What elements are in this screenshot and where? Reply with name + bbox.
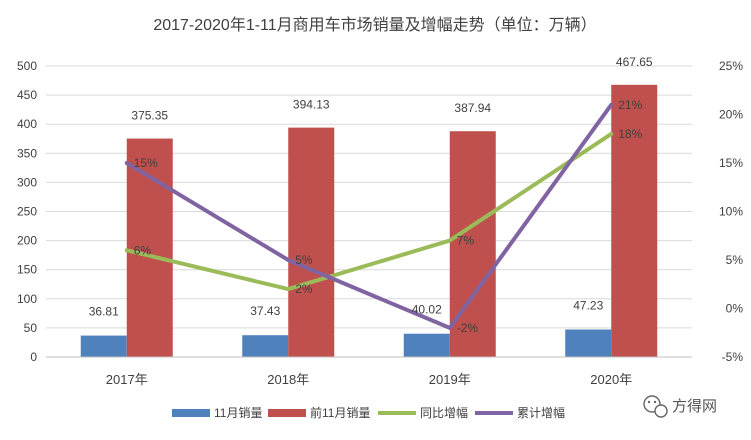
y-left-tick-label: 300 <box>17 175 37 189</box>
bar-data-label: 47.23 <box>573 299 603 313</box>
wechat-icon <box>643 395 668 418</box>
y-left-tick-label: 200 <box>17 234 37 248</box>
y-left-tick-label: 250 <box>17 205 37 219</box>
line-point <box>287 288 289 290</box>
line-point <box>287 259 289 261</box>
bar-data-label: 375.35 <box>131 109 168 123</box>
bar <box>403 333 450 357</box>
y-right-tick-label: 20% <box>719 108 743 122</box>
lines <box>124 102 614 330</box>
line-point <box>610 104 612 106</box>
line-point <box>610 133 612 135</box>
legend-swatch <box>172 409 210 417</box>
watermark: 方得网 <box>643 395 717 418</box>
bar <box>288 127 335 358</box>
y-left-tick-label: 400 <box>17 117 37 131</box>
legend-swatch <box>268 409 306 417</box>
line-data-label: 21% <box>618 98 642 112</box>
y-left-tick-label: 0 <box>30 350 37 364</box>
line-data-label: 7% <box>457 234 475 248</box>
bar-data-label: 40.02 <box>412 303 442 317</box>
line-point <box>126 162 128 164</box>
bar <box>565 329 612 357</box>
y-right-tick-label: 25% <box>719 59 743 73</box>
y-left-tick-label: 500 <box>17 59 37 73</box>
y-right-tick-label: 5% <box>726 253 744 267</box>
legend-entry: 同比增幅 <box>420 405 468 420</box>
series-line <box>124 102 614 330</box>
line-data-label: 18% <box>618 127 642 141</box>
line-data-label: -2% <box>457 321 479 335</box>
bar <box>80 335 127 357</box>
legend: 11月销量 前11月销量 同比增幅 累计增幅 <box>172 405 565 420</box>
watermark-text: 方得网 <box>672 398 717 415</box>
x-tick-label: 2018年 <box>267 372 309 387</box>
x-tick-label: 2020年 <box>590 372 632 387</box>
chart-title: 2017-2020年1-11月商用车市场销量及增幅走势（单位：万辆） <box>153 16 596 34</box>
bar-data-label: 467.65 <box>616 55 653 69</box>
legend-entry: 前11月销量 <box>310 405 370 420</box>
x-tick-label: 2017年 <box>106 372 148 387</box>
y-left-tick-label: 450 <box>17 88 37 102</box>
line-data-label: 5% <box>295 253 313 267</box>
bar-data-label: 36.81 <box>89 305 119 319</box>
bar-data-label: 387.94 <box>454 101 491 115</box>
line-point <box>449 240 451 242</box>
bar-data-label: 394.13 <box>293 98 330 112</box>
bar <box>242 335 289 357</box>
bar-data-label: 37.43 <box>250 304 280 318</box>
line-point <box>126 249 128 251</box>
axes: 0 50 100 150 200 250 300 350 400 450 500 -5% 0% 5% 10%… <box>17 59 743 387</box>
bars <box>80 84 658 358</box>
x-tick-label: 2019年 <box>429 372 471 387</box>
legend-entry: 累计增幅 <box>517 405 565 420</box>
series-line <box>124 131 614 292</box>
line-data-label: 2% <box>295 282 313 296</box>
y-left-tick-label: 100 <box>17 292 37 306</box>
y-left-tick-label: 150 <box>17 263 37 277</box>
y-right-tick-label: -5% <box>722 350 744 364</box>
y-left-tick-label: 350 <box>17 146 37 160</box>
line-point <box>449 327 451 329</box>
bar <box>611 84 658 357</box>
legend-entry: 11月销量 <box>214 406 262 420</box>
line-data-label: 15% <box>134 156 158 170</box>
y-left-tick-label: 50 <box>24 321 38 335</box>
y-right-tick-label: 10% <box>719 205 743 219</box>
line-data-label: 6% <box>134 243 152 257</box>
data-labels: 36.81 37.43 40.02 47.23 375.35 394.13 387.94 46… <box>89 55 653 335</box>
y-right-tick-label: 15% <box>719 156 743 170</box>
y-right-tick-label: 0% <box>726 302 744 316</box>
